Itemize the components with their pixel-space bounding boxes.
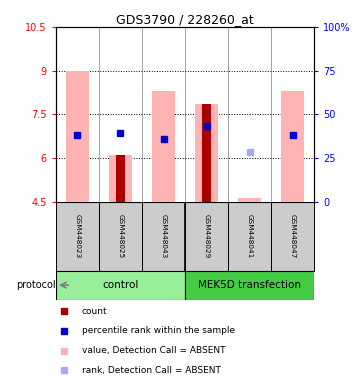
FancyBboxPatch shape — [185, 202, 228, 271]
Title: GDS3790 / 228260_at: GDS3790 / 228260_at — [116, 13, 254, 26]
Text: GSM448041: GSM448041 — [247, 214, 253, 258]
Text: GSM448023: GSM448023 — [74, 214, 81, 258]
Text: MEK5D transfection: MEK5D transfection — [198, 280, 301, 290]
Text: count: count — [82, 307, 107, 316]
Text: protocol: protocol — [16, 280, 56, 290]
Bar — [281, 91, 304, 202]
FancyBboxPatch shape — [56, 271, 185, 300]
FancyBboxPatch shape — [99, 202, 142, 271]
Text: GSM448029: GSM448029 — [204, 214, 209, 258]
Text: rank, Detection Call = ABSENT: rank, Detection Call = ABSENT — [82, 366, 221, 375]
Bar — [116, 155, 125, 202]
FancyBboxPatch shape — [185, 271, 314, 300]
FancyBboxPatch shape — [271, 202, 314, 271]
Text: percentile rank within the sample: percentile rank within the sample — [82, 326, 235, 336]
Text: GSM448047: GSM448047 — [290, 214, 296, 258]
Bar — [238, 198, 261, 202]
Text: value, Detection Call = ABSENT: value, Detection Call = ABSENT — [82, 346, 225, 355]
Bar — [66, 71, 89, 202]
FancyBboxPatch shape — [228, 202, 271, 271]
Text: GSM448025: GSM448025 — [117, 214, 123, 258]
FancyBboxPatch shape — [142, 202, 185, 271]
Bar — [152, 91, 175, 202]
Text: control: control — [102, 280, 139, 290]
FancyBboxPatch shape — [56, 202, 99, 271]
Text: GSM448043: GSM448043 — [161, 214, 166, 258]
Bar — [202, 104, 211, 202]
Bar — [109, 155, 132, 202]
Bar — [195, 104, 218, 202]
